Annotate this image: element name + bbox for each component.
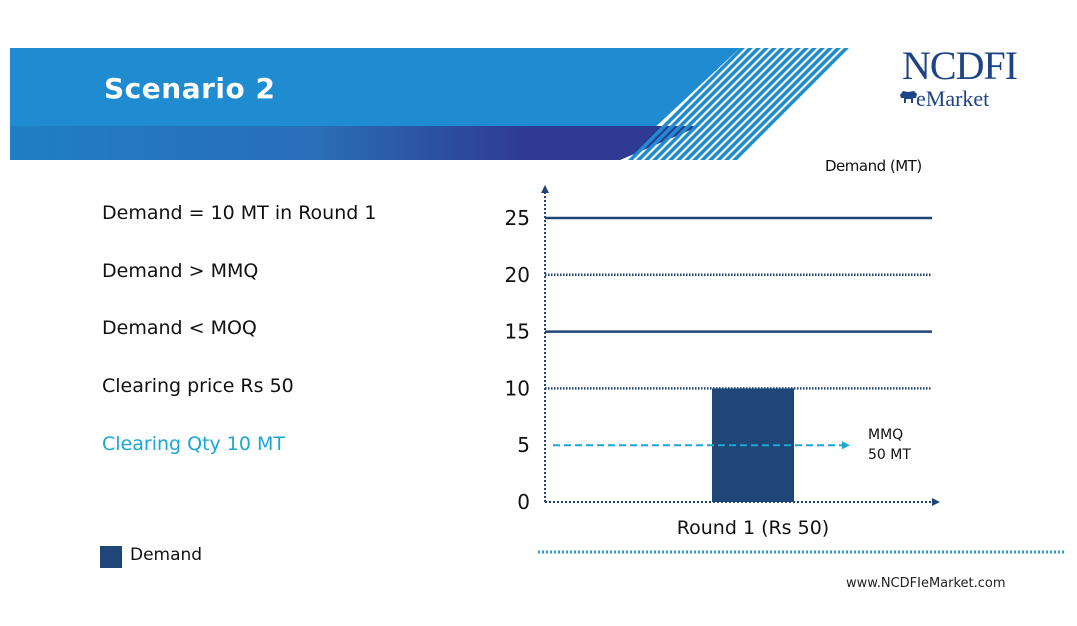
x-axis-arrow [932, 498, 940, 506]
header-stripe [628, 48, 745, 160]
statement-demand-moq: Demand < MOQ [102, 317, 257, 339]
logo-sub-text: eMarket [916, 86, 990, 111]
statement-demand-mmq: Demand > MMQ [102, 260, 259, 282]
statement-demand-round1: Demand = 10 MT in Round 1 [102, 202, 377, 224]
header-stripe [724, 48, 841, 160]
statement-clearing-price: Clearing price Rs 50 [102, 375, 294, 397]
header-stripe [644, 48, 761, 160]
logo-main-text: NCDFI [902, 43, 1018, 88]
cow-icon [900, 91, 917, 103]
header-stripe [636, 48, 753, 160]
y-axis-arrow [541, 185, 549, 193]
y-tick-label: 5 [517, 433, 530, 457]
header-stripes [628, 48, 849, 160]
y-tick-label: 15 [505, 320, 530, 344]
y-tick-label: 10 [505, 376, 530, 400]
chart-title: Demand (MT) [825, 157, 922, 175]
y-tick-label: 25 [505, 206, 530, 230]
header-stripe [668, 48, 785, 160]
y-tick-label: 0 [517, 490, 530, 514]
footer-url: www.NCDFIeMarket.com [846, 576, 1006, 591]
header-stripe [660, 48, 777, 160]
header-stripe [676, 48, 793, 160]
legend-label-demand: Demand [130, 545, 203, 565]
statement-clearing-qty: Clearing Qty 10 MT [102, 433, 286, 455]
header-banner [10, 48, 849, 160]
x-category-label: Round 1 (Rs 50) [677, 517, 829, 539]
header-stripe [700, 48, 817, 160]
y-tick-label: 20 [505, 263, 530, 287]
header-band-lower [10, 126, 700, 160]
slide-title: Scenario 2 [104, 72, 276, 105]
header-stripe [716, 48, 833, 160]
header-stripe [684, 48, 801, 160]
mmq-line-arrow [842, 441, 850, 450]
header-stripe [692, 48, 809, 160]
mmq-label: MMQ [868, 427, 903, 443]
header-stripe [652, 48, 769, 160]
header-stripe [708, 48, 825, 160]
legend-swatch-demand [100, 546, 122, 568]
mmq-value-label: 50 MT [868, 447, 911, 463]
header-stripe [732, 48, 849, 160]
